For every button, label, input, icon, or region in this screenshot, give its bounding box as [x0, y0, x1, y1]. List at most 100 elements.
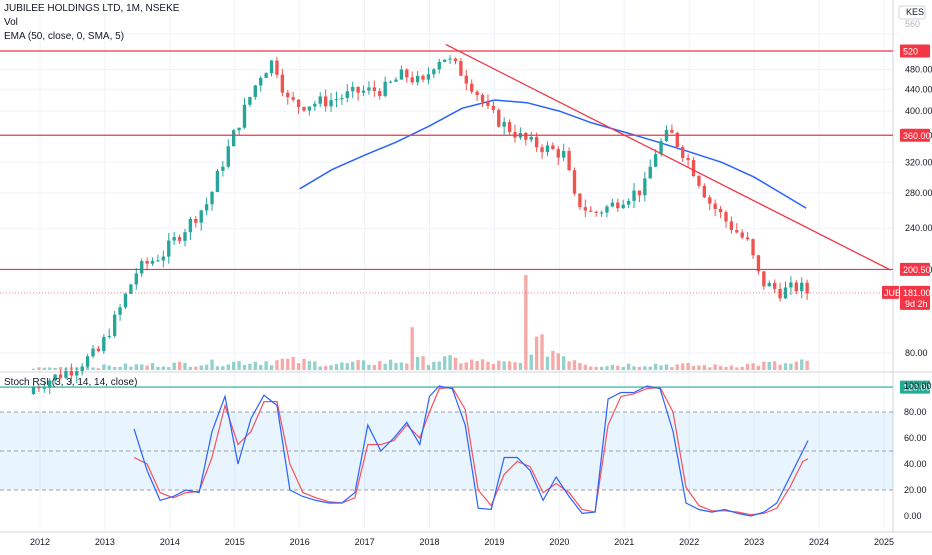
- volume-bar: [442, 356, 447, 370]
- volume-bar: [405, 363, 409, 370]
- candle-body: [713, 203, 717, 209]
- price-tick-label: 480.00: [905, 64, 932, 74]
- volume-bar: [773, 361, 777, 370]
- time-tick-label: 2022: [679, 537, 699, 547]
- volume-bar: [296, 363, 301, 370]
- volume-bar: [134, 364, 138, 370]
- price-tick-label: 440.00: [905, 84, 932, 94]
- volume-bar: [648, 366, 652, 370]
- price-tick-label: 400.00: [905, 106, 932, 116]
- volume-bar: [53, 367, 57, 370]
- candle-body: [53, 374, 57, 381]
- volume-bar: [534, 336, 539, 370]
- chart-title[interactable]: JUBILEE HOLDINGS LTD, 1M, NSEKE: [4, 3, 180, 14]
- candle-body: [378, 91, 382, 96]
- volume-bar: [31, 368, 36, 370]
- candle-body: [156, 260, 160, 262]
- volume-bar: [583, 364, 588, 370]
- volume-bar: [302, 358, 306, 370]
- volume-bar: [697, 365, 701, 370]
- stoch-rsi-legend[interactable]: Stoch RSI (3, 3, 14, 14, close): [4, 377, 138, 388]
- volume-bar: [177, 361, 182, 370]
- volume-bar: [253, 361, 257, 370]
- candle-body: [729, 221, 734, 231]
- volume-bar: [789, 363, 793, 370]
- volume-bar: [745, 363, 750, 370]
- candle-body: [415, 75, 420, 83]
- volume-bar: [237, 361, 241, 370]
- volume-bar: [718, 366, 723, 370]
- volume-bar: [372, 365, 377, 370]
- candle-body: [58, 374, 63, 378]
- candle-body: [161, 256, 166, 261]
- time-tick-label: 2017: [355, 537, 375, 547]
- candle-body: [134, 273, 138, 285]
- candle-body: [215, 170, 220, 192]
- candle-body: [204, 204, 209, 211]
- volume-bar: [204, 364, 209, 370]
- level-tag: [900, 128, 930, 142]
- candle-body: [150, 260, 155, 264]
- volume-bar: [567, 361, 571, 370]
- currency-box: [898, 5, 926, 20]
- volume-bar: [778, 364, 782, 370]
- volume-bar: [421, 356, 425, 370]
- volume-bar: [215, 366, 220, 370]
- volume-bar: [751, 363, 755, 370]
- candle-body: [307, 106, 312, 111]
- trendline-layer: [445, 43, 891, 271]
- volume-bar: [383, 363, 387, 370]
- candle-body: [497, 109, 501, 127]
- ema-legend[interactable]: EMA (50, close, 0, SMA, 5): [4, 31, 125, 42]
- candle-body: [194, 218, 198, 223]
- candle-body: [275, 60, 279, 75]
- candle-body: [470, 83, 474, 92]
- level-layer: [0, 50, 893, 388]
- time-tick-label: 2020: [549, 537, 569, 547]
- candle-body: [345, 91, 349, 99]
- candle-body: [405, 69, 409, 78]
- volume-bar: [286, 358, 290, 370]
- trendline: [445, 43, 891, 271]
- volume-bar: [432, 361, 436, 370]
- ema-line: [299, 99, 807, 209]
- volume-bar: [107, 365, 111, 370]
- candle-body: [464, 75, 468, 84]
- volume-bar: [470, 359, 474, 370]
- candle-body: [42, 387, 47, 389]
- volume-bar: [540, 334, 544, 370]
- candle-body: [442, 59, 447, 62]
- volume-bar: [388, 359, 393, 370]
- volume-bar: [529, 354, 533, 370]
- candle-body: [740, 232, 744, 238]
- volume-bar: [194, 366, 198, 370]
- time-tick-label: 2016: [290, 537, 310, 547]
- volume-bar: [102, 364, 106, 370]
- candle-body: [394, 79, 398, 82]
- price-tick-label: 320.00: [905, 157, 932, 167]
- time-tick-label: 2012: [30, 537, 50, 547]
- volume-legend[interactable]: Vol: [4, 17, 18, 28]
- candle-body: [31, 387, 36, 395]
- candle-body: [107, 335, 111, 337]
- volume-bar: [318, 366, 322, 370]
- candle-body: [102, 336, 106, 352]
- price-tick-label: 560: [905, 19, 920, 29]
- candle-body: [64, 370, 68, 378]
- candle-body: [426, 74, 431, 80]
- volume-bar: [556, 353, 560, 370]
- volume-bar: [497, 360, 501, 370]
- volume-bar: [188, 366, 193, 370]
- volume-bar: [805, 360, 809, 370]
- candle-body: [507, 122, 512, 133]
- candle-body: [599, 212, 604, 214]
- candle-body: [724, 212, 728, 222]
- volume-bar: [507, 361, 512, 370]
- candle-body: [583, 207, 588, 211]
- volume-bar: [313, 361, 317, 370]
- candle-body: [773, 283, 777, 289]
- volume-bar: [675, 364, 679, 370]
- candle-body: [702, 185, 707, 198]
- candle-body: [367, 87, 371, 91]
